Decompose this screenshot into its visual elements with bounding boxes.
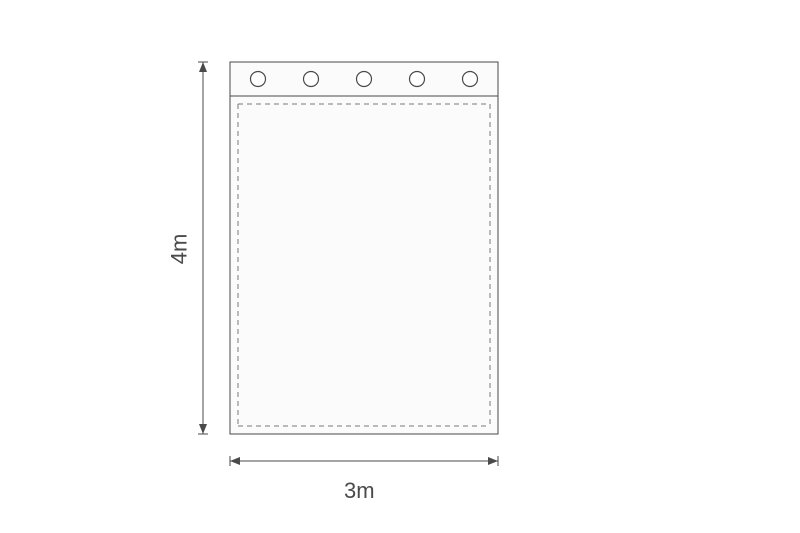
width-label: 3m [344,478,375,504]
diagram-canvas [0,0,800,533]
height-label: 4m [166,234,192,265]
